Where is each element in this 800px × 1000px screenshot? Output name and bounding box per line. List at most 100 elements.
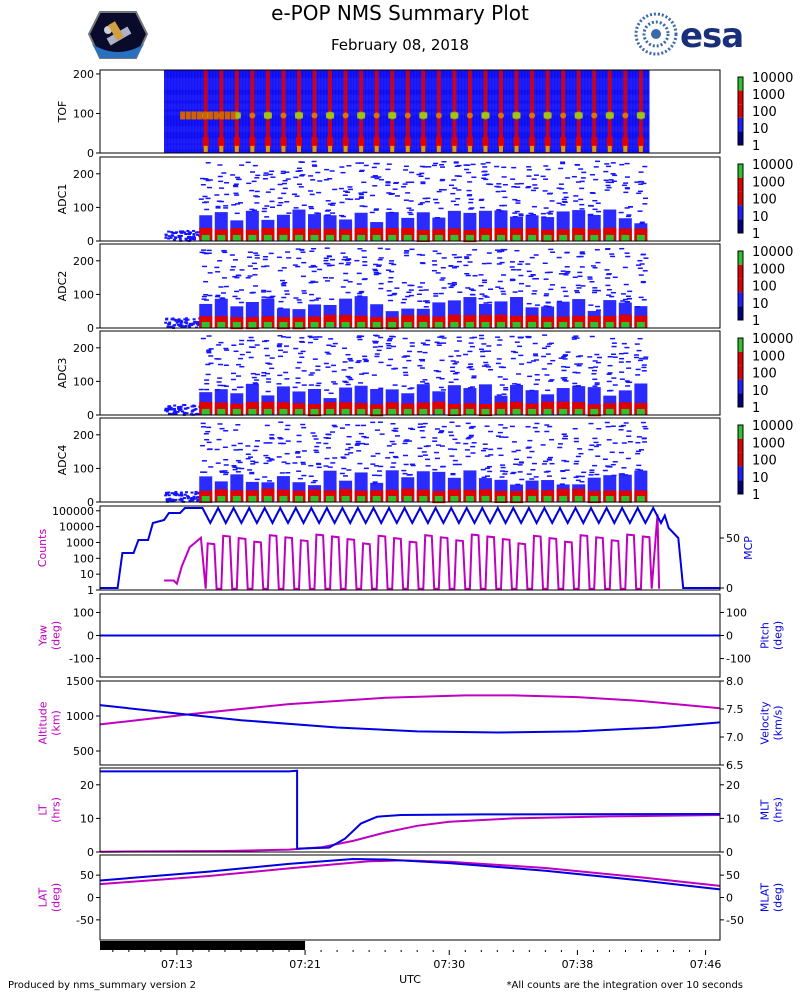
adc-speckle [641,366,647,369]
adc-speckle [293,347,299,350]
colorbar-label: 1 [752,488,760,503]
adc-speckle [357,295,363,297]
adc-speckle [484,425,490,427]
adc-speckle [635,374,641,376]
adc-core [372,321,381,328]
colorbar-label: 1 [752,227,760,242]
adc-speckle [301,204,307,206]
adc-speckle [575,479,581,482]
adc-speckle [533,174,539,176]
y-tick-label: 200 [73,342,94,355]
adc-speckle [464,257,470,260]
adc-speckle [465,274,471,277]
adc-speckle [200,183,206,186]
adc-speckle [579,208,585,210]
tof-low-peak [296,145,301,152]
adc-speckle [179,321,183,324]
adc-speckle [465,422,471,425]
adc-speckle [284,452,290,455]
adc-core [310,495,319,502]
adc-speckle [488,368,494,371]
adc-speckle [560,161,566,163]
adc-speckle [556,202,562,205]
adc-speckle [609,295,615,298]
adc-speckle [204,299,210,301]
adc-speckle [589,191,595,194]
adc-core [217,408,226,415]
colorbar-segment [738,219,743,233]
adc-speckle [376,265,382,267]
adc-speckle [575,385,581,387]
colorbar-label: 100 [752,193,777,208]
adc-speckle [531,178,537,180]
adc-speckle [252,449,258,452]
tof-column [431,70,433,153]
adc-core [232,408,241,415]
adc-core [481,234,490,241]
adc-speckle [403,169,409,171]
tof-column [242,70,244,153]
adc-speckle [635,452,641,455]
colorbar-label: 10 [752,210,769,225]
adc-speckle [639,357,645,360]
adc-speckle [478,284,484,287]
adc-speckle [282,179,288,182]
adc-speckle [547,459,553,461]
adc-speckle [201,295,207,298]
adc-speckle [355,162,361,164]
tof-peak-core [636,112,645,119]
adc-speckle [277,343,283,345]
tof-column [497,70,499,153]
right-axis-label: MLT (hrs) [759,797,785,823]
adc-speckle [348,452,354,454]
adc-speckle [559,188,565,190]
adc-speckle [315,365,321,368]
colorbar-label: 100 [752,454,777,469]
tof-low-peak [637,137,644,148]
adc-speckle [324,280,330,282]
adc-speckle [308,205,314,208]
adc-speckle [261,289,267,292]
adc-speckle [611,474,617,477]
adc-speckle [561,198,567,201]
adc-speckle [232,295,238,298]
adc-speckle [277,197,283,199]
adc-speckle [378,345,384,348]
adc-speckle [511,186,517,188]
adc-speckle [519,282,525,285]
adc-speckle [295,265,301,268]
adc-core [341,495,350,502]
adc-core [310,321,319,328]
adc-speckle [207,179,213,181]
adc-core [201,321,210,328]
adc-speckle [526,169,532,171]
adc-speckle [219,427,225,430]
tof-stripe [530,70,535,153]
tof-column [305,70,307,153]
adc-speckle [440,277,446,279]
adc-core [559,495,568,502]
adc-speckle [343,190,349,193]
adc-speckle [571,175,577,178]
adc-speckle [625,301,631,303]
adc-speckle [313,299,319,301]
adc-speckle [172,231,176,234]
adc-speckle [223,473,229,476]
left-axis-label: LAT (deg) [37,883,63,912]
adc-speckle [357,335,363,337]
tof-low-peak [374,145,379,152]
adc-speckle [192,229,196,232]
adc-speckle [478,199,484,202]
adc-speckle [298,186,304,188]
adc-speckle [635,441,641,444]
tof-low-peak [575,137,582,148]
adc-speckle [565,351,571,353]
adc-speckle [611,345,617,348]
adc-speckle [195,500,199,503]
colorbar-label: 1000 [752,262,785,277]
adc-speckle [264,354,270,357]
tof-low-peak [389,137,396,148]
adc-speckle [165,408,169,411]
adc-speckle [187,237,191,240]
adc-speckle [638,449,644,451]
